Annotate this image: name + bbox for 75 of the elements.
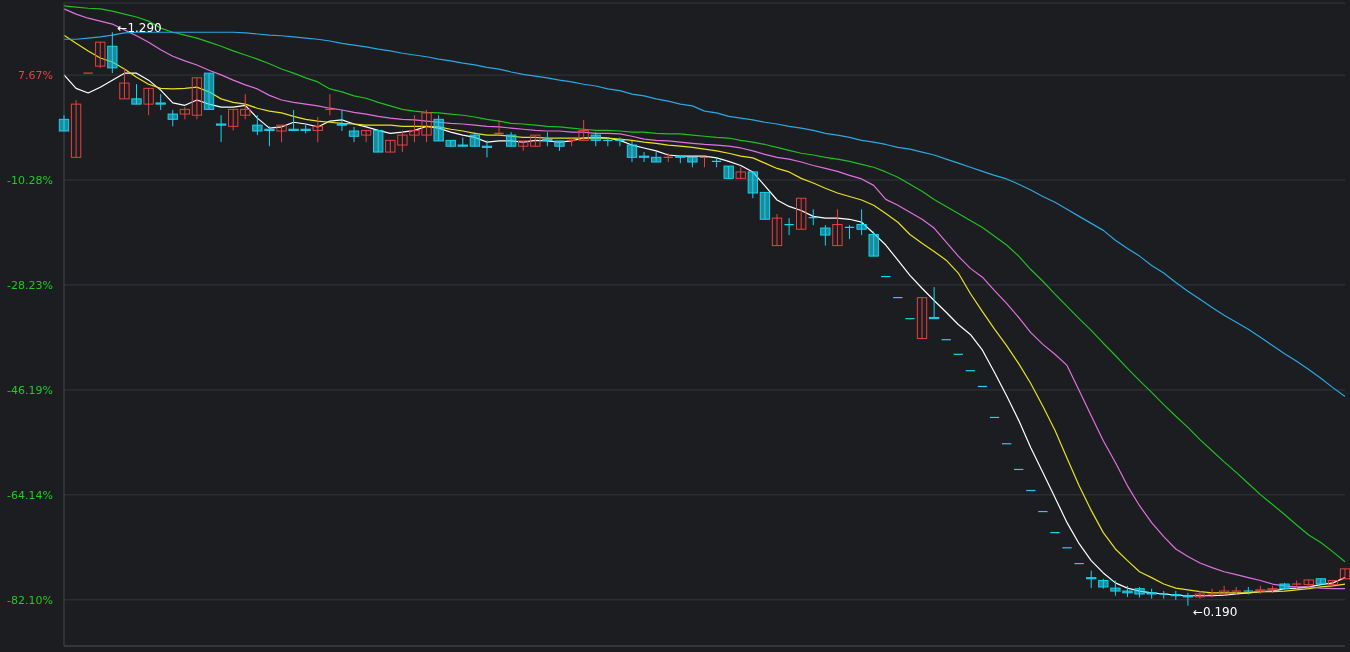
candlestick xyxy=(771,213,783,247)
candlestick xyxy=(614,136,626,147)
candlestick xyxy=(107,31,118,74)
candlestick xyxy=(1110,580,1121,597)
candlestick xyxy=(264,125,275,147)
candlestick xyxy=(1194,590,1206,600)
candlestick xyxy=(1315,578,1326,585)
y-tick-label: 7.67% xyxy=(18,69,53,83)
candlestick xyxy=(1134,586,1145,598)
y-tick-label: -28.23% xyxy=(7,278,53,292)
candlestick xyxy=(70,99,82,158)
candlestick xyxy=(312,116,323,143)
y-tick-label: -46.19% xyxy=(7,383,53,397)
candlestick xyxy=(131,83,142,105)
candlestick xyxy=(155,93,166,111)
candlestick xyxy=(675,155,686,164)
annotation: ←0.190 xyxy=(1192,604,1238,619)
candlestick xyxy=(590,131,601,147)
candlestick xyxy=(626,140,638,163)
candlestick xyxy=(928,286,940,320)
y-tick-label: -82.10% xyxy=(7,593,53,607)
candlestick xyxy=(1339,568,1350,580)
candlestick xyxy=(1206,588,1218,598)
candlestick xyxy=(1327,580,1339,587)
candlestick xyxy=(578,119,589,141)
candlestick xyxy=(324,93,336,116)
candlestick xyxy=(1182,592,1194,607)
candlestick xyxy=(1146,588,1157,600)
candlestick xyxy=(1279,582,1290,591)
candlestick xyxy=(469,131,481,147)
candlestick xyxy=(215,114,227,143)
candlestick xyxy=(638,151,650,163)
candlestick xyxy=(505,131,517,147)
candlestick xyxy=(433,114,444,142)
candlestick xyxy=(203,72,215,110)
candlestick xyxy=(554,140,565,152)
candlestick xyxy=(95,41,106,69)
candlestick xyxy=(1098,578,1109,590)
candlestick xyxy=(457,136,468,147)
candlestick xyxy=(1122,585,1133,598)
candlestick xyxy=(143,87,154,116)
candlestick xyxy=(445,139,456,147)
candlestick xyxy=(1037,510,1049,513)
candlestick xyxy=(723,165,734,179)
candlestick xyxy=(1086,570,1097,589)
candlestick xyxy=(336,109,348,132)
candlestick xyxy=(868,231,879,257)
candlestick xyxy=(252,114,263,136)
candlestick xyxy=(747,171,759,199)
candlestick xyxy=(58,114,70,132)
candlestick xyxy=(542,131,553,147)
candlestick xyxy=(1170,590,1181,601)
candlestick xyxy=(481,139,493,158)
candlestick xyxy=(687,156,698,168)
candlestick xyxy=(300,124,311,134)
candlestick xyxy=(759,191,771,220)
candlestick xyxy=(650,151,662,163)
y-tick-label: -10.28% xyxy=(7,174,53,187)
candlestick xyxy=(360,129,372,143)
candlestick xyxy=(820,224,831,247)
candlestick xyxy=(288,109,299,132)
candlestick xyxy=(916,297,928,340)
candlestick xyxy=(832,208,843,247)
candlestick xyxy=(373,129,384,153)
candlestick xyxy=(493,119,505,136)
candlestick xyxy=(191,77,203,120)
candlestick xyxy=(796,197,807,230)
line-series xyxy=(63,31,1346,397)
y-tick-label: -64.14% xyxy=(7,488,53,502)
candlestick xyxy=(348,126,360,143)
candlestick xyxy=(1073,562,1085,565)
candlestick xyxy=(783,217,795,236)
candlestick xyxy=(167,109,178,127)
candlestick xyxy=(856,208,867,236)
candlestick xyxy=(119,67,130,100)
